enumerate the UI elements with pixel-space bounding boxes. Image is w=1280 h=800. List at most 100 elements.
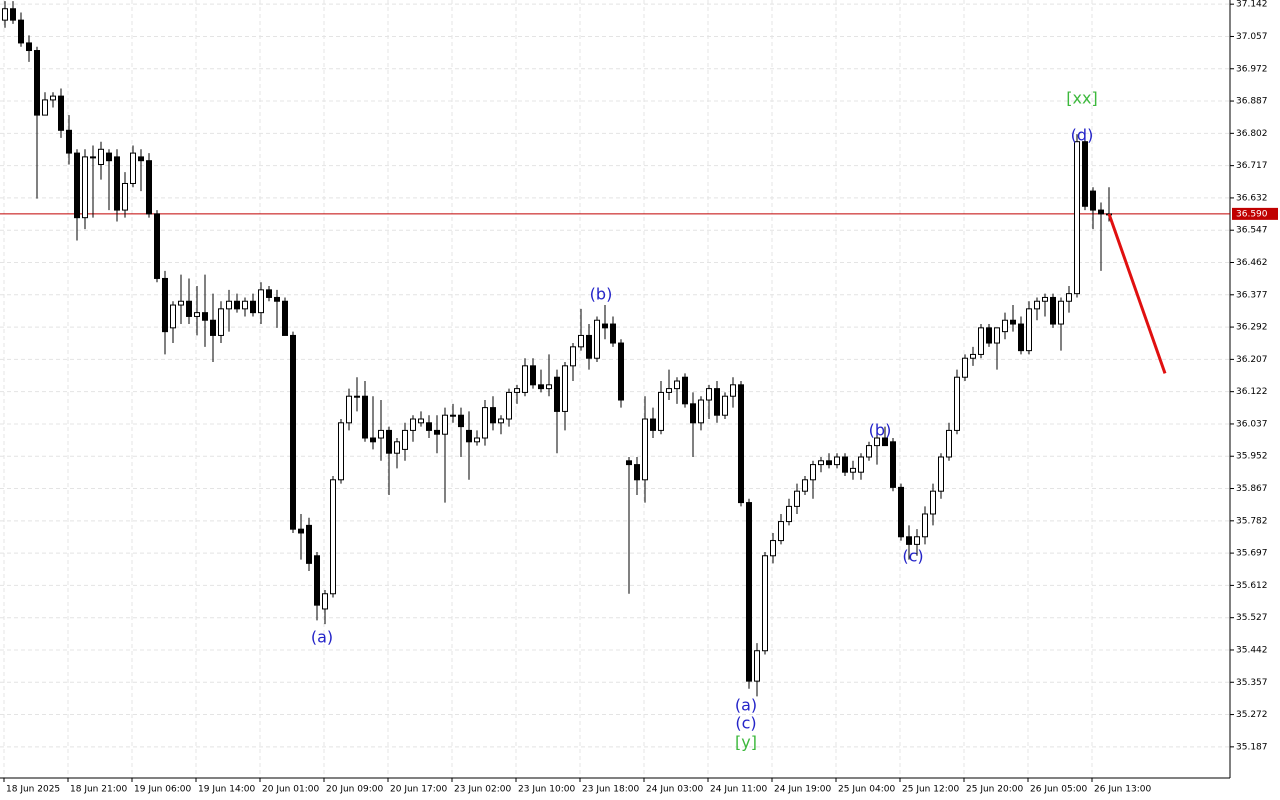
candle-body bbox=[898, 486, 904, 538]
candle-body bbox=[778, 521, 784, 542]
candle-body bbox=[114, 156, 120, 211]
candle-body bbox=[2, 8, 8, 21]
x-tick-label: 19 Jun 06:00 bbox=[134, 785, 191, 795]
candle-body bbox=[58, 95, 64, 131]
candle-body bbox=[338, 422, 344, 481]
candle-body bbox=[386, 429, 392, 454]
candle-body bbox=[674, 380, 680, 390]
y-tick-label: 35.272 bbox=[1236, 710, 1268, 720]
candle-body bbox=[186, 300, 192, 317]
candle-body bbox=[626, 460, 632, 466]
candle-body bbox=[890, 441, 896, 488]
wave-label: (a) bbox=[311, 628, 333, 647]
candle-body bbox=[530, 365, 536, 386]
candle-body bbox=[770, 540, 776, 557]
candle-body bbox=[858, 456, 864, 473]
candle-body bbox=[50, 95, 56, 101]
candle-body bbox=[162, 277, 168, 333]
candle-body bbox=[90, 156, 96, 159]
candle-body bbox=[42, 99, 48, 116]
candle-body bbox=[1034, 300, 1040, 310]
candle-body bbox=[1010, 319, 1016, 325]
candle-body bbox=[794, 490, 800, 507]
candle-body bbox=[34, 50, 40, 116]
candle-body bbox=[442, 414, 448, 435]
candle-body bbox=[938, 456, 944, 492]
candle-body bbox=[330, 479, 336, 595]
y-tick-label: 36.037 bbox=[1236, 419, 1268, 429]
x-tick-label: 20 Jun 17:00 bbox=[390, 785, 447, 795]
candle-body bbox=[1082, 141, 1088, 207]
y-tick-label: 36.377 bbox=[1236, 290, 1268, 300]
current-price-box bbox=[1232, 207, 1278, 220]
candle-body bbox=[554, 376, 560, 412]
candle-body bbox=[74, 152, 80, 219]
candle-body bbox=[146, 160, 152, 215]
candle-body bbox=[322, 593, 328, 610]
candle-body bbox=[282, 300, 288, 336]
candle-body bbox=[786, 505, 792, 523]
candle-body bbox=[314, 555, 320, 606]
candle-body bbox=[266, 289, 272, 298]
candle-body bbox=[978, 327, 984, 355]
candle-body bbox=[610, 323, 616, 344]
y-tick-label: 37.142 bbox=[1236, 0, 1268, 10]
candle-body bbox=[690, 403, 696, 424]
candle-body bbox=[650, 418, 656, 431]
x-tick-label: 24 Jun 19:00 bbox=[774, 785, 831, 795]
candle-body bbox=[482, 407, 488, 439]
y-tick-label: 36.207 bbox=[1236, 355, 1268, 365]
candle-body bbox=[170, 304, 176, 329]
y-tick-label: 35.867 bbox=[1236, 484, 1268, 494]
wave-label: (c) bbox=[902, 547, 923, 566]
wave-label: [xx] bbox=[1066, 89, 1097, 108]
candle-body bbox=[226, 300, 232, 310]
candle-body bbox=[618, 342, 624, 401]
candle-body bbox=[1042, 296, 1048, 302]
candle-body bbox=[866, 445, 872, 458]
candle-body bbox=[586, 334, 592, 359]
candle-body bbox=[378, 429, 384, 439]
candle-body bbox=[570, 346, 576, 367]
candle-body bbox=[874, 437, 880, 447]
y-tick-label: 35.612 bbox=[1236, 581, 1268, 591]
x-tick-label: 26 Jun 13:00 bbox=[1094, 785, 1151, 795]
x-tick-label: 20 Jun 09:00 bbox=[326, 785, 383, 795]
candle-body bbox=[474, 437, 480, 443]
x-tick-label: 18 Jun 2025 bbox=[6, 785, 60, 795]
candle-body bbox=[546, 384, 552, 390]
y-tick-label: 35.782 bbox=[1236, 516, 1268, 526]
candle-body bbox=[1090, 190, 1096, 211]
candle-body bbox=[354, 395, 360, 398]
candle-body bbox=[802, 479, 808, 492]
y-tick-label: 36.887 bbox=[1236, 97, 1268, 107]
candle-body bbox=[962, 357, 968, 378]
candle-body bbox=[1050, 296, 1056, 325]
x-tick-label: 26 Jun 05:00 bbox=[1030, 785, 1087, 795]
candle-body bbox=[682, 376, 688, 405]
candle-body bbox=[762, 555, 768, 652]
candle-body bbox=[274, 296, 280, 302]
x-tick-label: 25 Jun 20:00 bbox=[966, 785, 1023, 795]
candle-body bbox=[362, 395, 368, 439]
candle-body bbox=[410, 418, 416, 431]
candle-body bbox=[818, 460, 824, 466]
y-tick-label: 36.802 bbox=[1236, 129, 1268, 139]
candle-body bbox=[506, 391, 512, 420]
candle-body bbox=[250, 300, 256, 314]
x-tick-label: 18 Jun 21:00 bbox=[70, 785, 127, 795]
y-tick-label: 35.952 bbox=[1236, 452, 1268, 462]
candle-body bbox=[810, 464, 816, 481]
candle-body bbox=[970, 353, 976, 359]
candle-body bbox=[426, 422, 432, 431]
candle-body bbox=[634, 464, 640, 481]
candle-body bbox=[18, 19, 24, 44]
candle-body bbox=[346, 395, 352, 424]
candle-body bbox=[26, 42, 32, 52]
y-tick-label: 36.122 bbox=[1236, 387, 1268, 397]
x-tick-label: 23 Jun 18:00 bbox=[582, 785, 639, 795]
y-tick-label: 35.442 bbox=[1236, 645, 1268, 655]
candle-body bbox=[298, 528, 304, 534]
candle-body bbox=[986, 327, 992, 344]
candle-body bbox=[138, 156, 144, 162]
